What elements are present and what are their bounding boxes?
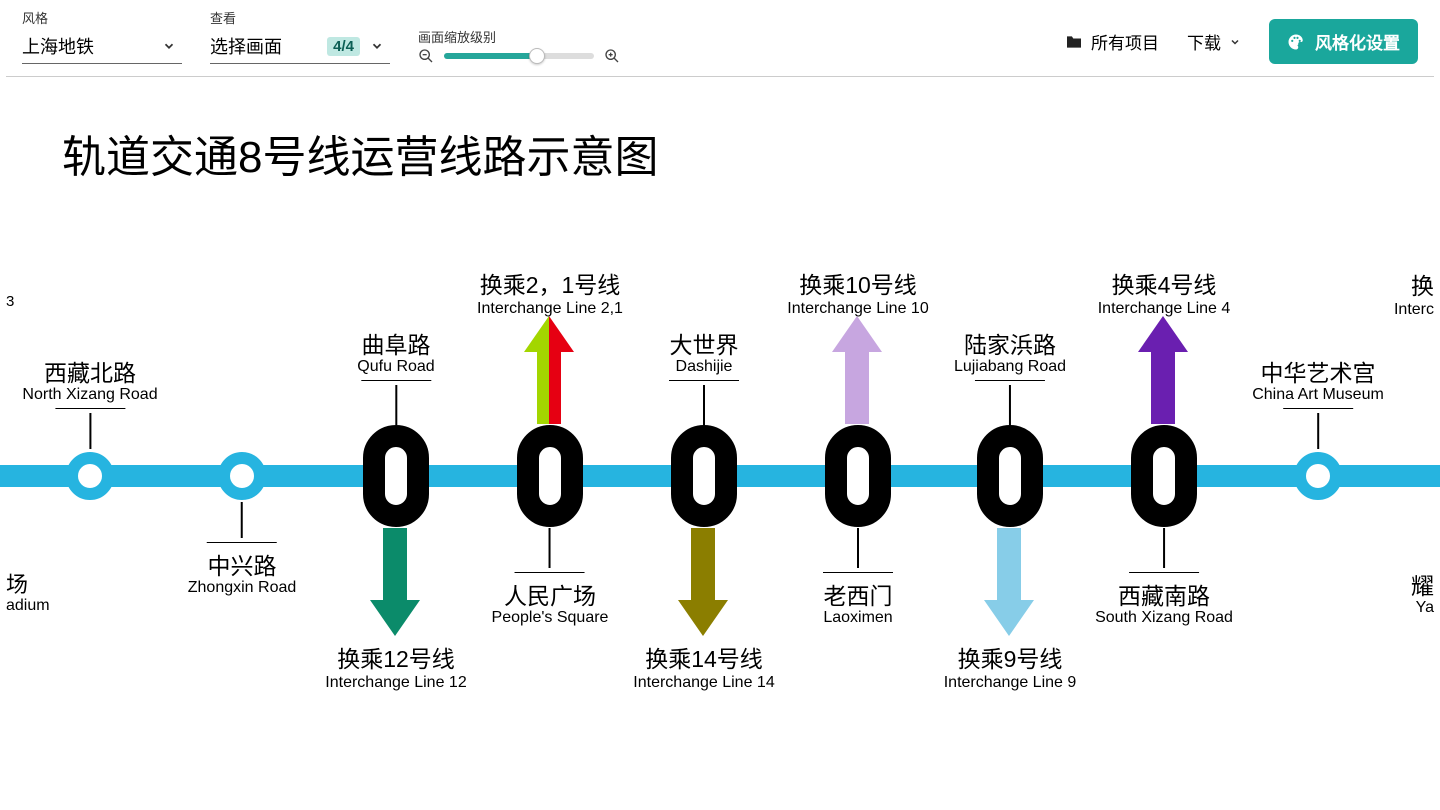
- zoom-slider[interactable]: [444, 53, 594, 59]
- station-name-cn: 西藏南路: [1095, 577, 1233, 611]
- interchange-label-cn: 换乘2，1号线: [477, 266, 623, 300]
- station-name-en: North Xizang Road: [22, 386, 157, 404]
- interchange-label: 换乘9号线 Interchange Line 9: [944, 640, 1077, 692]
- zoom-in-icon[interactable]: [604, 48, 620, 64]
- folder-icon: [1065, 35, 1083, 49]
- style-label: 风格: [22, 8, 182, 27]
- interchange-station-marker: [977, 425, 1043, 527]
- station-label: 人民广场 People's Square: [492, 528, 609, 627]
- station-name-en: Laoximen: [823, 609, 893, 627]
- metro-diagram: 轨道交通8号线运营线路示意图 西藏北路 North Xizang Road 中兴…: [0, 77, 1440, 777]
- interchange-label-en: Interchange Line 2,1: [477, 300, 623, 318]
- interchange-arrow: [678, 528, 730, 636]
- station-name-en: Zhongxin Road: [188, 579, 297, 597]
- interchange-station-marker: [671, 425, 737, 527]
- edge-fragment: 场 adium: [6, 567, 50, 615]
- interchange-label: 换乘4号线 Interchange Line 4: [1098, 266, 1231, 318]
- chevron-down-icon: [162, 39, 176, 53]
- station-name-cn: 老西门: [823, 577, 893, 611]
- diagram-title: 轨道交通8号线运营线路示意图: [62, 121, 658, 185]
- interchange-arrow: [832, 316, 884, 424]
- station-label: 西藏南路 South Xizang Road: [1095, 528, 1233, 627]
- station-label: 老西门 Laoximen: [823, 528, 893, 627]
- interchange-label-cn: 换乘9号线: [944, 640, 1077, 674]
- station-label: 西藏北路 North Xizang Road: [22, 354, 157, 449]
- station-name-cn: 中兴路: [188, 547, 297, 581]
- download-label: 下载: [1187, 29, 1221, 54]
- style-control: 风格 上海地铁: [22, 8, 182, 64]
- station-label: 曲阜路 Qufu Road: [357, 326, 434, 425]
- station-label: 中华艺术宫 China Art Museum: [1252, 354, 1384, 449]
- interchange-arrow: [1138, 316, 1190, 424]
- edge-fragment: 换 Interc: [1394, 267, 1434, 319]
- interchange-label: 换乘10号线 Interchange Line 10: [787, 266, 928, 318]
- station-label: 陆家浜路 Lujiabang Road: [954, 326, 1066, 425]
- station-name-cn: 曲阜路: [357, 326, 434, 360]
- interchange-label: 换乘2，1号线 Interchange Line 2,1: [477, 266, 623, 318]
- interchange-label-en: Interchange Line 10: [787, 300, 928, 318]
- interchange-label-cn: 换乘10号线: [787, 266, 928, 300]
- interchange-label-en: Interchange Line 9: [944, 674, 1077, 692]
- interchange-station-marker: [363, 425, 429, 527]
- style-settings-label: 风格化设置: [1315, 29, 1400, 54]
- chevron-down-icon: [1229, 36, 1241, 48]
- interchange-station-marker: [517, 425, 583, 527]
- interchange-station-marker: [825, 425, 891, 527]
- station-name-cn: 人民广场: [492, 577, 609, 611]
- edge-fragment: 3: [6, 295, 14, 310]
- all-projects-button[interactable]: 所有项目: [1065, 29, 1159, 54]
- station-marker: [66, 452, 114, 500]
- interchange-label-cn: 换乘14号线: [633, 640, 774, 674]
- style-select-value: 上海地铁: [22, 33, 94, 59]
- station-label: 中兴路 Zhongxin Road: [188, 502, 297, 597]
- palette-icon: [1287, 33, 1305, 51]
- interchange-station-marker: [1131, 425, 1197, 527]
- interchange-label-cn: 换乘4号线: [1098, 266, 1231, 300]
- station-name-en: Qufu Road: [357, 358, 434, 376]
- toolbar-right: 所有项目 下载 风格化设置: [1065, 19, 1418, 64]
- station-name-en: Dashijie: [669, 358, 739, 376]
- download-button[interactable]: 下载: [1187, 29, 1241, 54]
- station-label: 大世界 Dashijie: [669, 326, 739, 425]
- style-select[interactable]: 上海地铁: [22, 29, 182, 64]
- style-settings-button[interactable]: 风格化设置: [1269, 19, 1418, 64]
- station-name-cn: 陆家浜路: [954, 326, 1066, 360]
- zoom-label: 画面缩放级别: [418, 27, 620, 46]
- interchange-arrow: [984, 528, 1036, 636]
- interchange-label-cn: 换乘12号线: [325, 640, 466, 674]
- station-name-en: Lujiabang Road: [954, 358, 1066, 376]
- zoom-slider-thumb[interactable]: [529, 48, 545, 64]
- interchange-arrow: [370, 528, 422, 636]
- all-projects-label: 所有项目: [1091, 29, 1159, 54]
- station-name-cn: 大世界: [669, 326, 739, 360]
- station-name-en: South Xizang Road: [1095, 609, 1233, 627]
- view-control: 查看 选择画面 4/4: [210, 8, 390, 64]
- zoom-slider-fill: [444, 53, 537, 59]
- interchange-label-en: Interchange Line 4: [1098, 300, 1231, 318]
- zoom-out-icon[interactable]: [418, 48, 434, 64]
- station-name-en: People's Square: [492, 609, 609, 627]
- view-select-value: 选择画面: [210, 33, 282, 59]
- page-indicator-badge: 4/4: [327, 37, 360, 56]
- toolbar: 风格 上海地铁 查看 选择画面 4/4 画面缩放级别: [6, 0, 1434, 77]
- interchange-label-en: Interchange Line 14: [633, 674, 774, 692]
- edge-fragment: 耀 Ya: [1411, 567, 1434, 617]
- zoom-control: 画面缩放级别: [418, 27, 620, 64]
- interchange-arrow: [524, 316, 576, 424]
- interchange-label-en: Interchange Line 12: [325, 674, 466, 692]
- station-marker: [1294, 452, 1342, 500]
- interchange-label: 换乘12号线 Interchange Line 12: [325, 640, 466, 692]
- view-label: 查看: [210, 8, 390, 27]
- chevron-down-icon: [370, 39, 384, 53]
- station-name-en: China Art Museum: [1252, 386, 1384, 404]
- interchange-label: 换乘14号线 Interchange Line 14: [633, 640, 774, 692]
- station-name-cn: 中华艺术宫: [1252, 354, 1384, 388]
- station-name-cn: 西藏北路: [22, 354, 157, 388]
- view-select[interactable]: 选择画面 4/4: [210, 29, 390, 64]
- station-marker: [218, 452, 266, 500]
